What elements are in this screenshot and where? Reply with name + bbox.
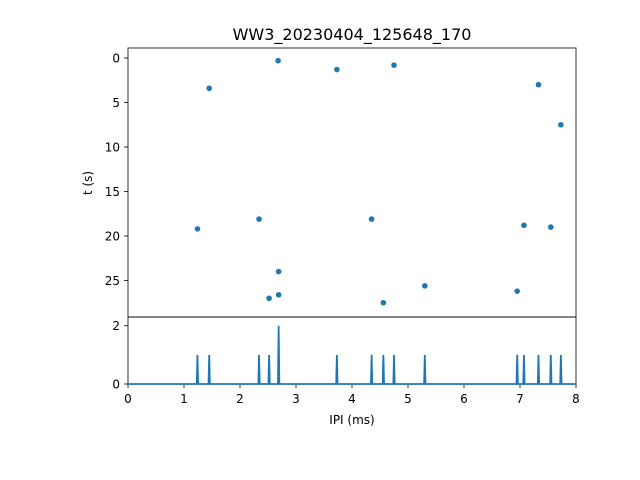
scatter-point bbox=[206, 85, 212, 92]
histogram-x-tick-label: 1 bbox=[180, 392, 188, 406]
scatter-y-tick-label: 20 bbox=[105, 230, 120, 244]
histogram-x-tick-label: 7 bbox=[516, 392, 524, 406]
histogram-x-tick-label: 4 bbox=[348, 392, 356, 406]
scatter-y-tick-label: 25 bbox=[105, 274, 120, 288]
scatter-point bbox=[521, 222, 527, 229]
scatter-point bbox=[194, 226, 201, 232]
scatter-point bbox=[380, 299, 387, 306]
scatter-points bbox=[194, 57, 564, 306]
scatter-point bbox=[422, 283, 428, 289]
scatter-point bbox=[548, 224, 554, 230]
scatter-point bbox=[275, 57, 281, 64]
histogram-y-ticks: 02 bbox=[112, 319, 128, 392]
histogram-x-tick-label: 8 bbox=[572, 392, 580, 406]
histogram-x-ticks: 0 1 2 3 4 5 6 7 8 bbox=[124, 384, 580, 406]
scatter-y-tick-label: 15 bbox=[105, 185, 120, 199]
histogram-x-tick-label: 2 bbox=[236, 392, 244, 406]
scatter-y-tick-label: 0 bbox=[112, 52, 120, 66]
scatter-point bbox=[368, 216, 375, 222]
histogram-x-axis-label: IPI (ms) bbox=[329, 413, 374, 427]
scatter-y-tick-label: 5 bbox=[112, 96, 120, 110]
histogram-y-tick-label: 2 bbox=[112, 319, 120, 333]
histogram-series-line bbox=[128, 325, 576, 385]
histogram-x-tick-label: 5 bbox=[404, 392, 412, 406]
scatter-point bbox=[391, 62, 397, 68]
histogram-x-tick-label: 3 bbox=[292, 392, 300, 406]
histogram-x-tick-label: 6 bbox=[460, 392, 468, 406]
scatter-point bbox=[275, 268, 282, 275]
scatter-y-tick-label: 10 bbox=[105, 141, 120, 155]
scatter-point bbox=[535, 81, 542, 88]
scatter-point bbox=[275, 291, 282, 298]
scatter-point bbox=[334, 66, 340, 73]
scatter-point bbox=[256, 216, 262, 222]
scatter-point bbox=[266, 295, 272, 302]
scatter-y-ticks: 0 5 10 15 20 25 bbox=[105, 52, 128, 288]
chart-title: WW3_20230404_125648_170 bbox=[233, 25, 472, 45]
histogram-y-tick-label: 0 bbox=[112, 378, 120, 392]
scatter-point bbox=[558, 121, 564, 128]
histogram-x-tick-label: 0 bbox=[124, 392, 132, 406]
scatter-y-axis-label: t (s) bbox=[81, 171, 95, 195]
scatter-point bbox=[514, 288, 520, 294]
